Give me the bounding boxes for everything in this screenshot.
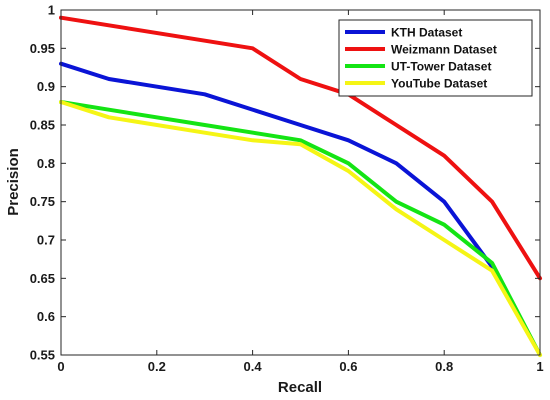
- series-line-2: [59, 15, 542, 281]
- series-layer: [59, 15, 542, 357]
- y-tick-label: 0.7: [37, 233, 55, 248]
- legend-label-3: UT-Tower Dataset: [391, 60, 491, 74]
- x-tick-label: 0.4: [244, 359, 263, 374]
- y-tick-label: 0.65: [30, 271, 55, 286]
- x-tick-label: 0.2: [148, 359, 166, 374]
- x-tick-label: 0.8: [435, 359, 453, 374]
- y-tick-label: 0.55: [30, 348, 55, 363]
- legend: KTH Dataset Weizmann Dataset UT-Tower Data…: [338, 19, 533, 97]
- series-line-4: [59, 100, 542, 357]
- plot-frame: [60, 9, 541, 356]
- legend-label-1: KTH Dataset: [391, 26, 462, 40]
- ticks-layer: 0 0.2 0.4 0.6 0.8 1 0.55 0.6 0.65 0.7 0.75 0.8 0.85 0…: [30, 3, 544, 375]
- y-axis-title: Precision: [5, 148, 22, 216]
- series-line-1: [59, 61, 495, 269]
- x-tick-label: 1: [536, 359, 543, 374]
- x-tick-label: 0: [57, 359, 64, 374]
- y-tick-label: 0.85: [30, 118, 55, 133]
- legend-label-2: Weizmann Dataset: [391, 43, 497, 57]
- y-tick-label: 1: [48, 3, 55, 18]
- y-tick-label: 0.95: [30, 41, 55, 56]
- y-tick-label: 0.75: [30, 194, 55, 209]
- x-axis-title: Recall: [278, 379, 322, 396]
- y-tick-label: 0.9: [37, 79, 55, 94]
- series-line-3: [59, 100, 542, 357]
- y-tick-label: 0.6: [37, 309, 55, 324]
- x-tick-label: 0.6: [339, 359, 357, 374]
- y-tick-label: 0.8: [37, 156, 55, 171]
- legend-label-4: YouTube Dataset: [391, 77, 487, 91]
